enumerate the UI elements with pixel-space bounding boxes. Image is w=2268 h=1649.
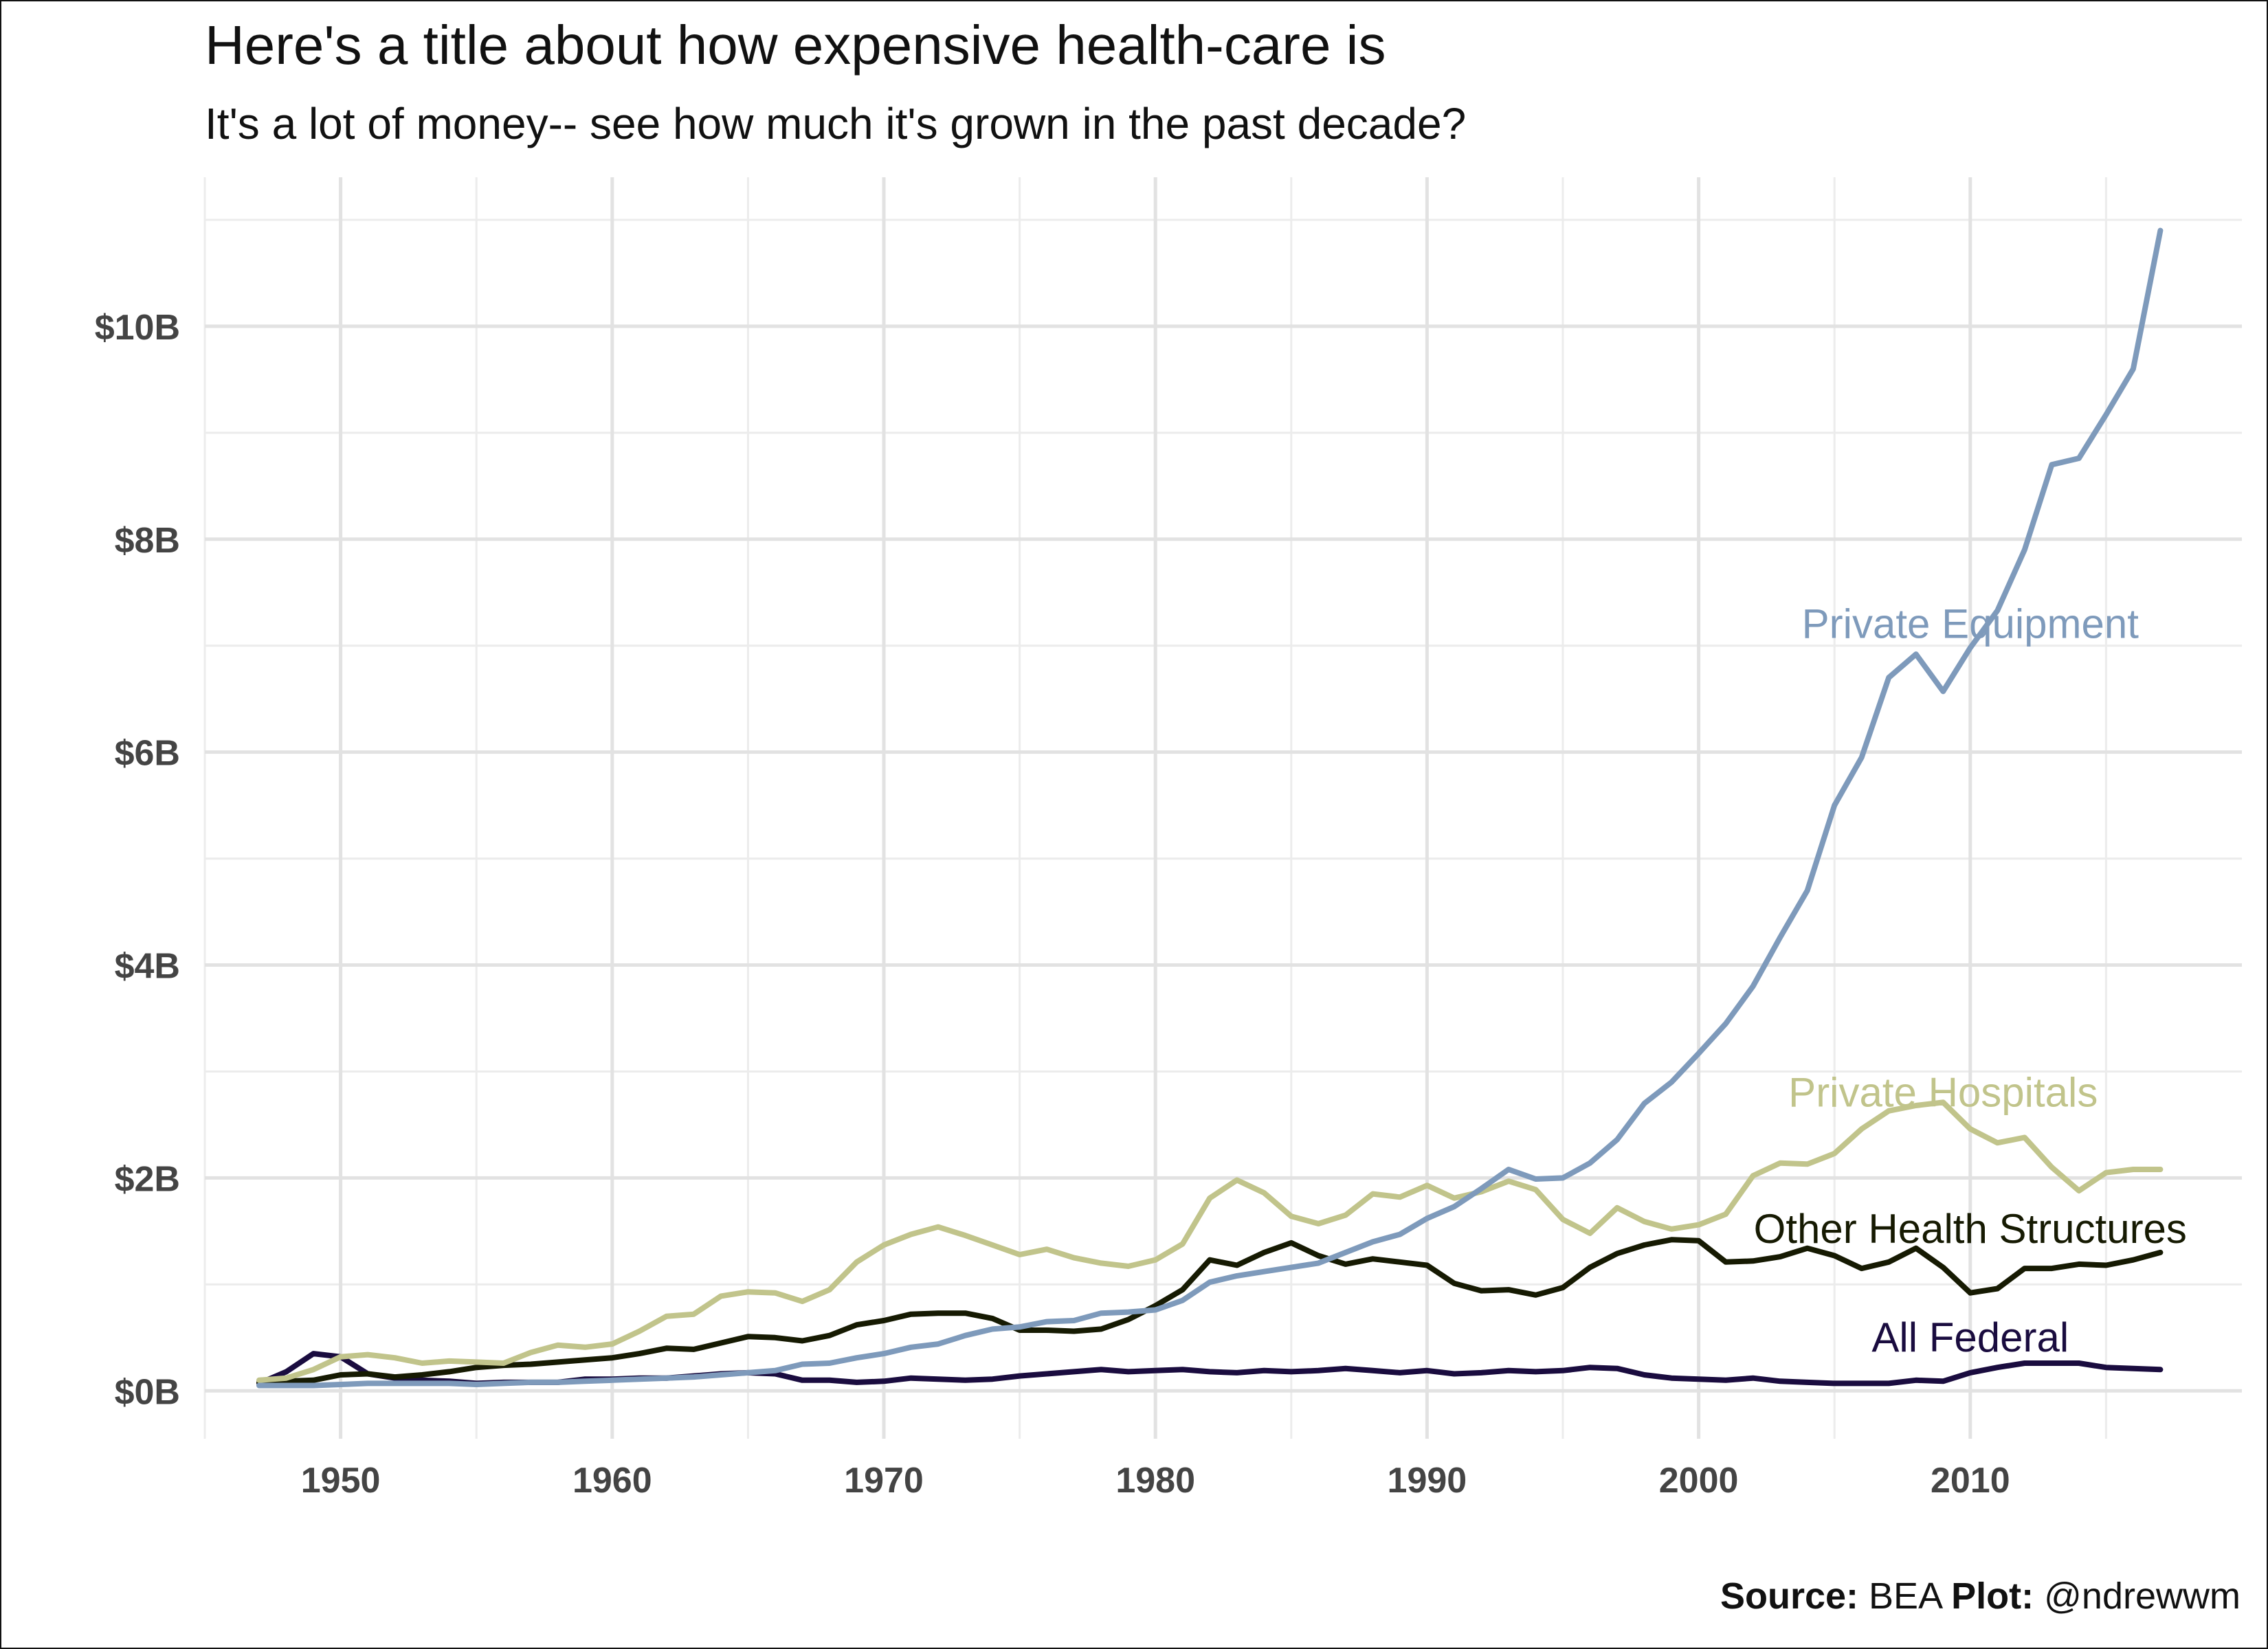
series-label-private-hospitals: Private Hospitals [1788,1069,2098,1115]
caption-source-label: Source: [1720,1575,1859,1617]
y-tick-label: $0B [115,1372,180,1412]
chart-title: Here's a title about how expensive healt… [205,14,1386,76]
series-line-private-equipment [256,227,2164,1389]
series-line-other-health-structures [256,1237,2164,1385]
x-tick-label: 1990 [1388,1461,1467,1501]
x-tick-label: 1980 [1115,1461,1195,1501]
series-line-private-hospitals [256,1099,2164,1383]
series-label-private-equipment: Private Equipment [1802,601,2139,647]
caption-plot-label: Plot: [1951,1575,2034,1617]
series-label-all-federal: All Federal [1871,1314,2069,1360]
x-tick-label: 1960 [572,1461,652,1501]
caption-source-value: BEA [1858,1575,1952,1617]
y-tick-label: $10B [95,308,180,348]
caption: Source: BEA Plot: @ndrewwm [1720,1575,2241,1617]
y-tick-label: $6B [115,734,180,774]
y-tick-label: $4B [115,947,180,987]
chart-subtitle: It's a lot of money-- see how much it's … [205,99,1467,148]
y-tick-label: $8B [115,521,180,561]
y-tick-label: $2B [115,1159,180,1199]
x-tick-label: 1950 [301,1461,381,1501]
x-tick-label: 1970 [844,1461,924,1501]
x-tick-label: 2000 [1659,1461,1739,1501]
caption-plot-value: @ndrewwm [2034,1575,2241,1617]
x-tick-label: 2010 [1931,1461,2010,1501]
series-label-other-health-structures: Other Health Structures [1754,1206,2187,1252]
